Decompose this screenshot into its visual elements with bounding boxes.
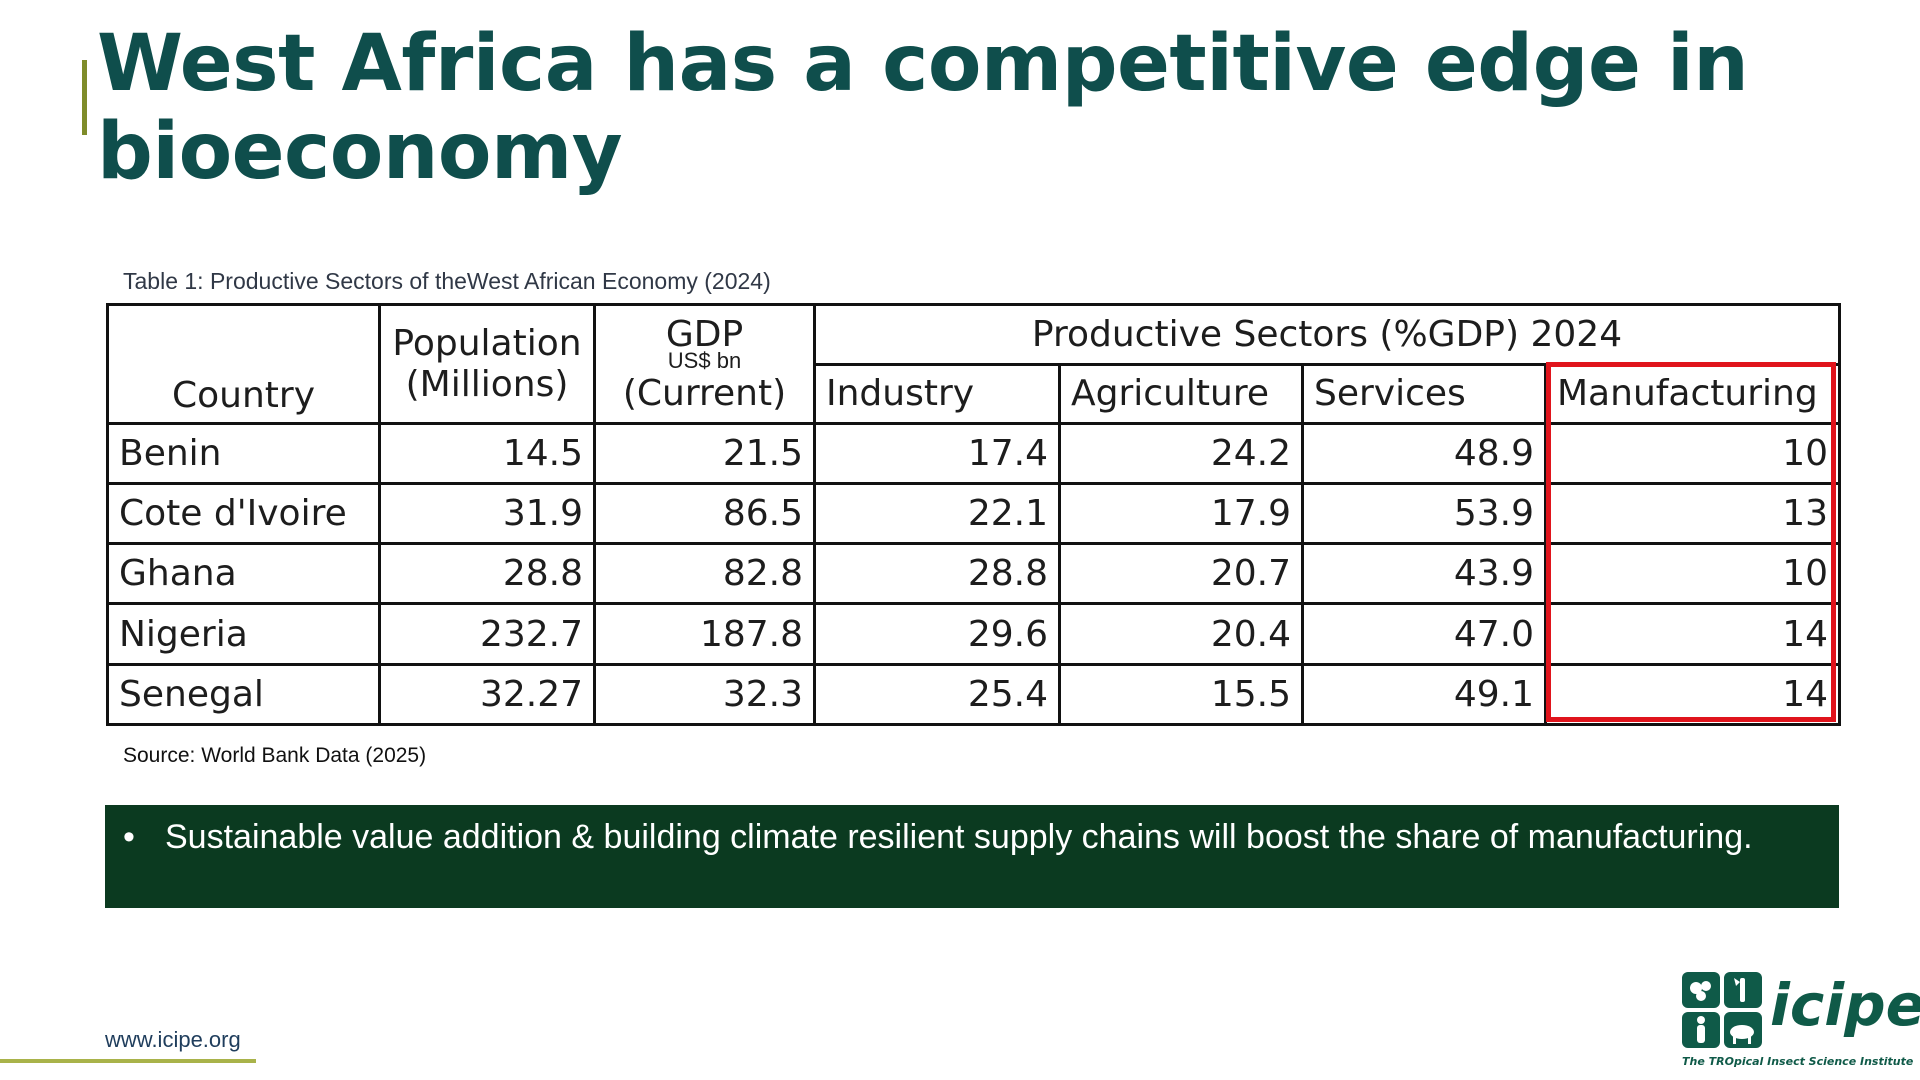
bullet-icon: • [123,818,135,856]
cell-services: 47.0 [1301,602,1547,666]
header-gdp: GDP US$ bn (Current) [593,303,816,425]
cell-industry: 28.8 [813,542,1061,606]
cell-industry: 25.4 [813,662,1061,727]
cell-country: Ghana [106,542,381,606]
cell-gdp: 86.5 [593,481,816,546]
table-row: Senegal 32.27 32.3 25.4 15.5 49.1 14 [106,662,1842,727]
footer-divider [0,1059,256,1063]
footer-url-link[interactable]: www.icipe.org [105,1027,241,1052]
cell-agriculture: 24.2 [1058,421,1304,485]
page-title: West Africa has a competitive edge in bi… [97,19,1749,197]
cell-agriculture: 20.7 [1058,542,1304,606]
table-row: Nigeria 232.7 187.8 29.6 20.4 47.0 14 [106,602,1842,666]
cell-services: 49.1 [1301,662,1547,727]
header-population-line1: Population [392,322,582,364]
callout-box: • Sustainable value addition & building … [105,805,1839,908]
callout-text: Sustainable value addition & building cl… [165,818,1753,856]
header-agriculture: Agriculture [1058,363,1304,425]
cell-population: 31.9 [378,481,596,546]
icipe-logo: icipe The TROpical Insect Science Instit… [1680,970,1920,1075]
cell-gdp: 82.8 [593,542,816,606]
header-country: Country [106,303,381,425]
cell-population: 14.5 [378,421,596,485]
cell-services: 53.9 [1301,481,1547,546]
table-row: Benin 14.5 21.5 17.4 24.2 48.9 10 [106,421,1842,485]
table-row: Cote d'Ivoire 31.9 86.5 22.1 17.9 53.9 1… [106,481,1842,546]
cell-industry: 17.4 [813,421,1061,485]
cell-country: Benin [106,421,381,485]
header-gdp-line1: GDP [665,313,744,355]
cell-agriculture: 20.4 [1058,602,1304,666]
cell-population: 28.8 [378,542,596,606]
cell-manufacturing: 10 [1543,421,1842,485]
cell-country: Nigeria [106,602,381,666]
logo-mark-icon [1682,972,1762,1048]
cell-manufacturing: 10 [1543,542,1842,606]
cell-services: 48.9 [1301,421,1547,485]
header-gdp-unit: US$ bn [667,347,742,373]
manufacturing-highlight-box [1546,362,1836,722]
sectors-table: Country Population (Millions) GDP US$ bn… [106,302,1842,727]
table-source: Source: World Bank Data (2025) [123,744,427,767]
cell-industry: 22.1 [813,481,1061,546]
cell-population: 32.27 [378,662,596,727]
header-population: Population (Millions) [378,303,596,425]
cell-agriculture: 15.5 [1058,662,1304,727]
cell-gdp: 21.5 [593,421,816,485]
logo-tagline: The TROpical Insect Science Institute [1682,1055,1914,1068]
cell-country: Cote d'Ivoire [106,481,381,546]
table-header-row-2: Industry Agriculture Services Manufactur… [108,363,1842,425]
table-row: Ghana 28.8 82.8 28.8 20.7 43.9 10 [106,542,1842,606]
cell-gdp: 32.3 [593,662,816,727]
header-population-line2: (Millions) [405,363,569,405]
cell-gdp: 187.8 [593,602,816,666]
table-caption: Table 1: Productive Sectors of theWest A… [123,268,771,294]
cell-manufacturing: 14 [1543,602,1842,666]
logo-wordmark: icipe [1770,971,1920,1039]
header-services: Services [1301,363,1547,425]
header-industry: Industry [813,363,1061,425]
table-header-row-1: Country Population (Millions) GDP US$ bn… [106,302,1842,425]
cell-services: 43.9 [1301,542,1547,606]
cell-industry: 29.6 [813,602,1061,666]
cell-country: Senegal [106,662,381,727]
cell-manufacturing: 13 [1543,481,1842,546]
title-accent-bar [82,60,87,135]
cell-population: 232.7 [378,602,596,666]
header-sectors-group: Productive Sectors (%GDP) 2024 [812,302,1842,367]
header-gdp-line2: (Current) [622,372,787,414]
cell-agriculture: 17.9 [1058,481,1304,546]
